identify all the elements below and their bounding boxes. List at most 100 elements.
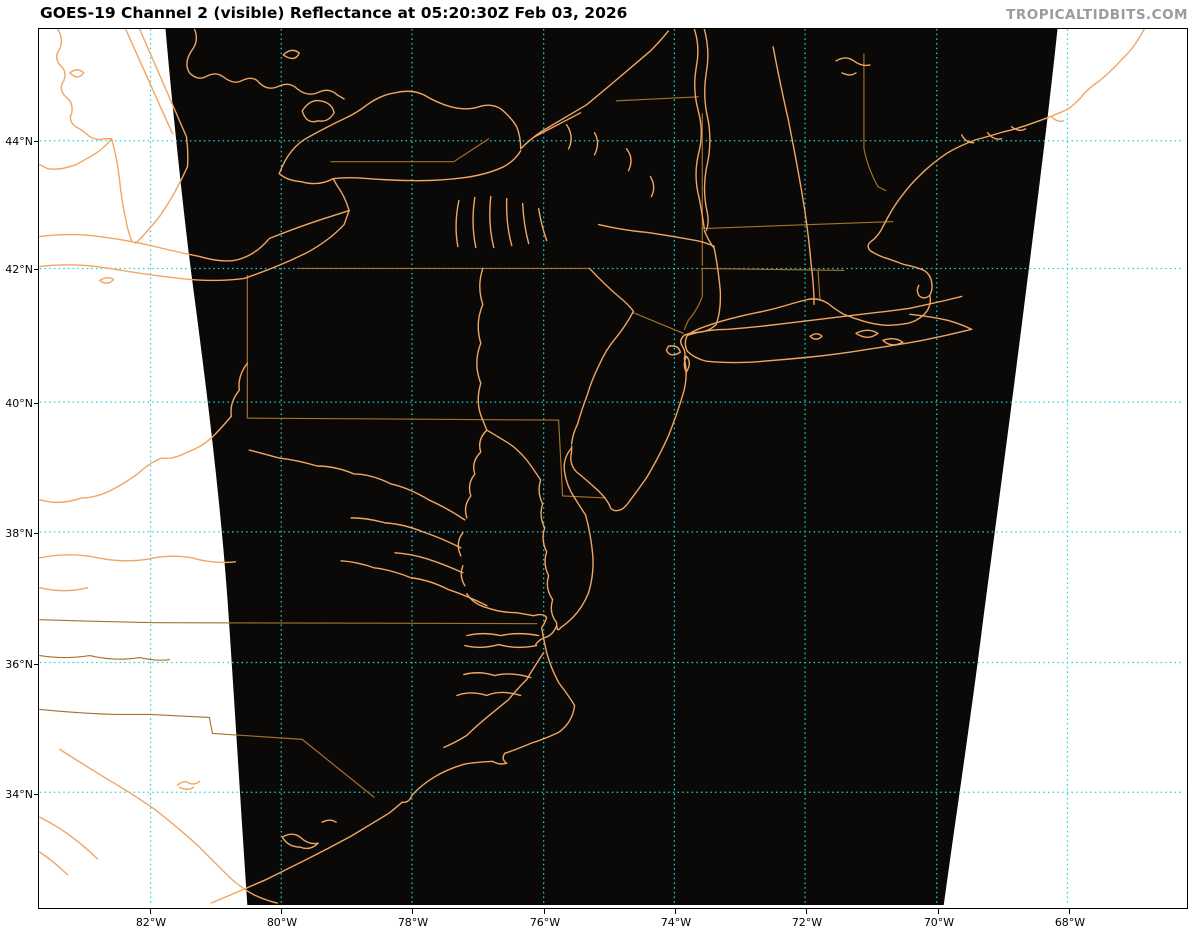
river-pamlico [463,672,532,679]
border-delaware-west [558,419,564,497]
lon-tick-mark [544,909,546,914]
river-susquehanna [476,267,488,431]
coast-ontario-canada-west [39,138,113,170]
sound-albemarle [464,632,540,649]
border-va-nc [39,619,538,625]
river-hudson-upper [703,229,715,250]
coast-georgian-bay-inner [124,29,174,135]
long-island-south-fork [909,313,973,331]
finger-lakes [455,195,548,249]
lon-tick-label: 68°W [1054,916,1086,929]
lake-champlain-west [693,29,705,230]
river-rappahannock [350,517,462,549]
border-ma-south [701,267,845,272]
lat-tick-mark [34,269,39,271]
satellite-swath-region [165,29,1058,905]
lon-tick-mark [150,909,152,914]
lon-tick-label: 70°W [923,916,955,929]
chesapeake-east-shore [486,429,558,624]
lat-tick-mark [34,403,39,405]
sandy-hook-spit [683,355,691,373]
river-potomac [248,449,466,521]
adirondack-streams [565,124,655,198]
coastline-lines [39,29,1146,904]
coast-new-jersey [570,334,687,512]
lat-tick-label: 42°N [5,263,33,276]
coast-delmarva-atlantic [555,514,594,631]
maine-coast-islands [961,116,1065,144]
delaware-bay-west-shore [563,447,587,516]
lon-tick-label: 74°W [660,916,692,929]
lake-erie-south-shore [39,209,350,282]
lake-champlain-east [703,29,711,232]
border-ny-ct [683,267,703,330]
lat-tick-label: 36°N [5,658,33,671]
boundary-lake-ontario-chord [330,138,490,163]
lon-tick-label: 72°W [791,916,823,929]
river-st-lawrence-islands [533,112,582,138]
lake-ontario-north-shore [278,90,522,175]
coast-ontario-canada [56,29,113,141]
border-nh-ma [701,220,894,230]
river-hudson [683,247,722,336]
island-nantucket [882,338,904,346]
river-ohio [39,362,249,504]
river-niagara [332,177,350,212]
river-york [394,552,464,574]
marsh-islands-sc [281,819,337,850]
river-mohawk [597,223,715,248]
lake-simcoe [69,69,85,78]
lat-tick-mark [34,141,39,143]
island-staten [665,345,682,356]
river-james [340,560,488,607]
lat-tick-mark [34,533,39,535]
coast-maine-newengland [686,29,1146,336]
ridge-va-wv [39,554,237,564]
map-plot-frame [38,28,1188,909]
river-connecticut [772,46,815,306]
lat-tick-mark [34,664,39,666]
lake-ontario-south-shore [278,150,522,185]
lake-chautauqua [98,276,115,284]
border-nc-sc [39,708,375,798]
lon-tick-mark [412,909,414,914]
chesapeake-west-shore [457,429,535,617]
lat-tick-label: 38°N [5,527,33,540]
pamlico-inner-shore [443,651,545,749]
page-title: GOES-19 Channel 2 (visible) Reflectance … [40,4,628,22]
title-bar: GOES-19 Channel 2 (visible) Reflectance … [0,0,1200,30]
lon-tick-mark [1069,909,1071,914]
lake-waccamaw [176,780,201,790]
lon-tick-label: 80°W [266,916,298,929]
lat-tick-mark [34,794,39,796]
delmarva-tip-islands [534,624,558,646]
long-island-south-shore [684,328,973,364]
lon-tick-mark [938,909,940,914]
lake-erie-north-shore [39,209,350,262]
coast-georgian-bay [134,29,189,245]
coast-virginia-beach [532,613,548,629]
river-neuse [456,691,522,697]
border-ny-canada-45n [615,96,699,102]
lon-tick-label: 82°W [135,916,167,929]
coast-outer-banks [210,626,576,904]
long-island-north-shore [686,295,963,336]
river-st-lawrence [520,30,670,150]
satellite-map [39,29,1185,905]
lon-tick-label: 76°W [529,916,561,929]
lat-tick-label: 40°N [5,397,33,410]
border-ct-ri [817,269,821,301]
peninsula-blob-ontario [301,99,335,123]
watermark-text: TROPICALTIDBITS.COM [1006,7,1188,23]
border-va-ky [39,654,171,661]
border-nj-ny [631,311,684,334]
border-mason-dixon [246,417,560,421]
lon-tick-mark [806,909,808,914]
river-delaware [570,267,635,445]
border-delaware-south [562,495,607,499]
state-border-lines [39,53,894,798]
river-grand-ontario [110,138,133,242]
island-block [809,333,823,340]
lat-tick-label: 44°N [5,135,33,148]
